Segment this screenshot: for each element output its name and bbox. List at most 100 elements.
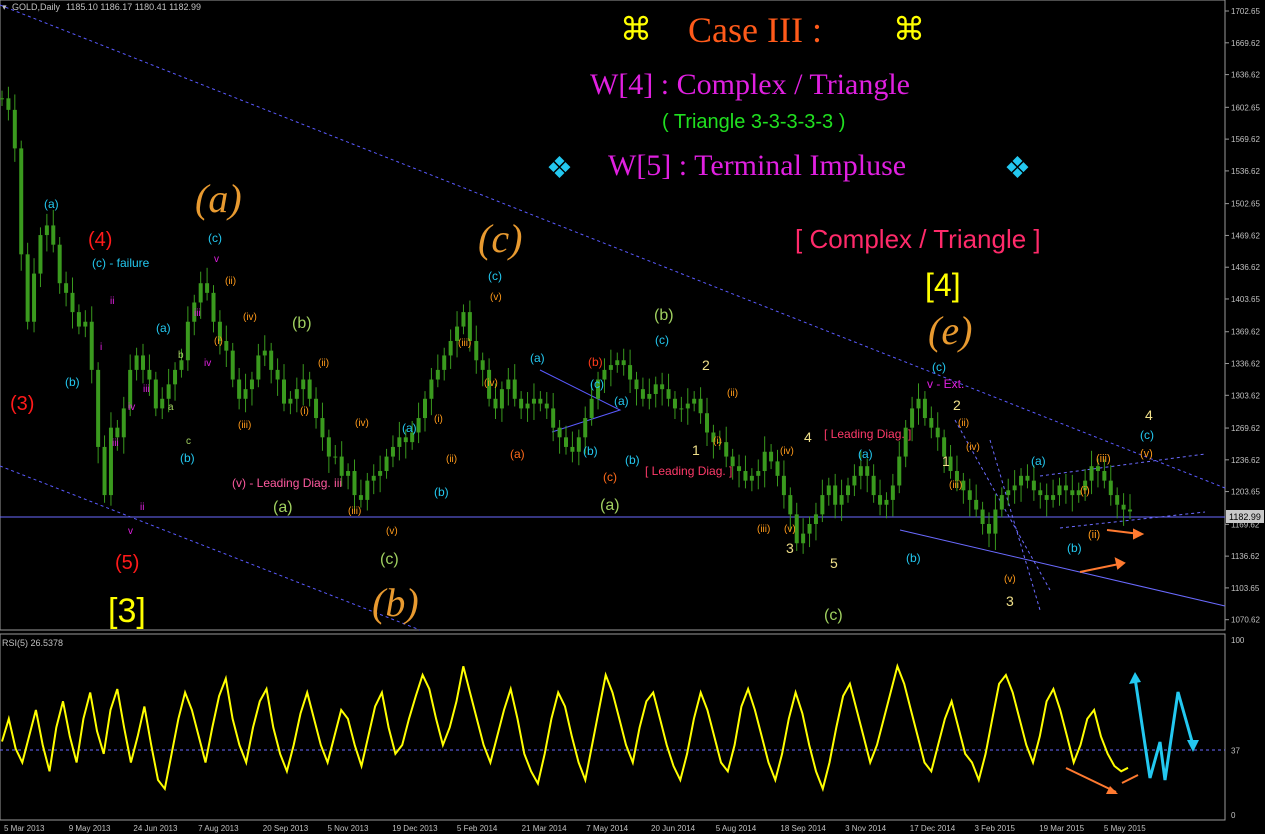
candle-body xyxy=(192,302,197,322)
candle-body xyxy=(980,509,985,524)
wave-3-yellow: 3 xyxy=(786,540,794,556)
candle-body xyxy=(781,475,786,496)
marker-b-1: b xyxy=(178,350,184,361)
price-arrows xyxy=(1079,528,1145,573)
candle-body xyxy=(628,365,633,380)
price-tick-label: 1269.62 xyxy=(1231,424,1260,433)
candle-body xyxy=(717,442,722,444)
wave-2-yellow-2: 2 xyxy=(953,397,961,413)
wave-a-green-1: (a) xyxy=(273,499,293,516)
candle-body xyxy=(724,442,729,457)
date-tick-label: 19 Mar 2015 xyxy=(1039,824,1084,833)
header-ohlc: 1185.10 1186.17 1180.41 1182.99 xyxy=(66,2,201,12)
candle-body xyxy=(615,360,620,366)
wave-c-cyan-7: (c) xyxy=(1140,428,1154,442)
wave-a-cyan-6: (a) xyxy=(1031,454,1046,468)
candle-body xyxy=(32,273,37,322)
marker-ii: ii xyxy=(110,296,114,307)
candle-body xyxy=(794,514,799,544)
candle-body xyxy=(807,523,812,534)
candle-body xyxy=(858,466,863,476)
date-tick-label: 5 Nov 2013 xyxy=(328,824,369,833)
candle-body xyxy=(358,495,363,500)
price-tick-label: 1070.62 xyxy=(1231,616,1260,625)
candle-body xyxy=(660,384,665,390)
candle-body xyxy=(269,350,274,370)
candle-body xyxy=(1108,480,1113,496)
marker-iv-o: (iv) xyxy=(243,312,257,323)
date-tick-label: 5 Aug 2014 xyxy=(716,824,757,833)
wave-c-green-1: (c) xyxy=(380,551,399,568)
candle-body xyxy=(294,389,299,399)
price-tick-label: 1236.62 xyxy=(1231,456,1260,465)
candle-body xyxy=(19,148,24,255)
candle-body xyxy=(352,471,357,496)
candle-body xyxy=(499,389,504,409)
candle-body xyxy=(0,98,4,100)
candle-body xyxy=(346,471,351,476)
candle-body xyxy=(410,432,415,443)
wave-a-cyan-3: (a) xyxy=(402,421,417,435)
date-axis: 5 Mar 2013 9 May 2013 24 Jun 2013 7 Aug 201… xyxy=(4,824,1146,833)
candle-body xyxy=(666,389,671,399)
candle-body xyxy=(1038,490,1043,496)
small-triangle-lines xyxy=(539,369,622,433)
marker-v-o: (v) xyxy=(386,526,398,537)
candle-body xyxy=(525,403,530,409)
wave-b-green-1: (b) xyxy=(292,315,312,332)
marker-iii-3: iii xyxy=(194,308,201,319)
w5-title: W[5] : Terminal Impluse xyxy=(608,149,906,182)
header-arrow: ▾ xyxy=(2,2,7,12)
candle-body xyxy=(378,471,383,476)
candle-body xyxy=(737,466,742,472)
wave-3-red: (3) xyxy=(10,393,34,415)
candle-body xyxy=(128,369,133,409)
candle-body xyxy=(1025,475,1030,481)
candle-body xyxy=(147,369,152,380)
candle-body xyxy=(282,379,286,404)
price-tick-label: 1203.65 xyxy=(1231,488,1260,497)
rsi-arrows xyxy=(1065,672,1199,794)
candle-body xyxy=(173,369,178,385)
price-panel-frame xyxy=(0,0,1226,631)
candle-body xyxy=(679,408,684,410)
candle-body xyxy=(1063,485,1068,491)
candle-body xyxy=(403,437,408,443)
candle-body xyxy=(390,446,395,457)
rsi-panel-frame xyxy=(0,633,1226,821)
marker-ii-o5: (ii) xyxy=(958,418,969,429)
price-tick-label: 1502.65 xyxy=(1231,200,1260,209)
candle-body xyxy=(544,403,549,409)
wave-b-cyan-3: (b) xyxy=(434,485,449,499)
wave-b-tri2: (b) xyxy=(583,444,598,458)
candle-body xyxy=(967,490,972,500)
date-tick-label: 20 Jun 2014 xyxy=(651,824,696,833)
candle-body xyxy=(647,393,652,399)
candle-body xyxy=(583,418,588,438)
candle-body xyxy=(974,499,979,510)
price-tick-label: 1469.62 xyxy=(1231,231,1260,240)
candle-body xyxy=(38,235,43,274)
price-tick-label: 1136.62 xyxy=(1231,552,1260,561)
wave-a-cyan-1: (a) xyxy=(44,197,59,211)
small-wave-markers: ii i iii iv v ii iii c b a iii iv v (ii)… xyxy=(100,254,1016,585)
wave-2-yellow: 2 xyxy=(702,357,710,373)
candle-body xyxy=(878,495,883,505)
candle-body xyxy=(820,495,825,515)
candle-body xyxy=(141,355,145,370)
candle-body xyxy=(801,533,806,544)
candle-body xyxy=(922,398,927,419)
marker-ii-o: (ii) xyxy=(225,276,236,287)
price-tick-label: 1336.62 xyxy=(1231,360,1260,369)
wave-b-cyan-1: (b) xyxy=(65,375,80,389)
candle-body xyxy=(365,480,370,500)
date-tick-label: 24 Jun 2013 xyxy=(133,824,178,833)
rsi-orange-arrow-2 xyxy=(1121,774,1139,784)
date-tick-label: 5 May 2015 xyxy=(1104,824,1146,833)
price-tick-label: 1436.62 xyxy=(1231,263,1260,272)
candle-body xyxy=(775,461,780,476)
wave-c-orange: (c) xyxy=(603,470,617,484)
current-price-label: 1182.99 xyxy=(1229,512,1261,522)
rsi-cyan-head-2 xyxy=(1187,740,1199,752)
candle-body xyxy=(455,326,460,342)
